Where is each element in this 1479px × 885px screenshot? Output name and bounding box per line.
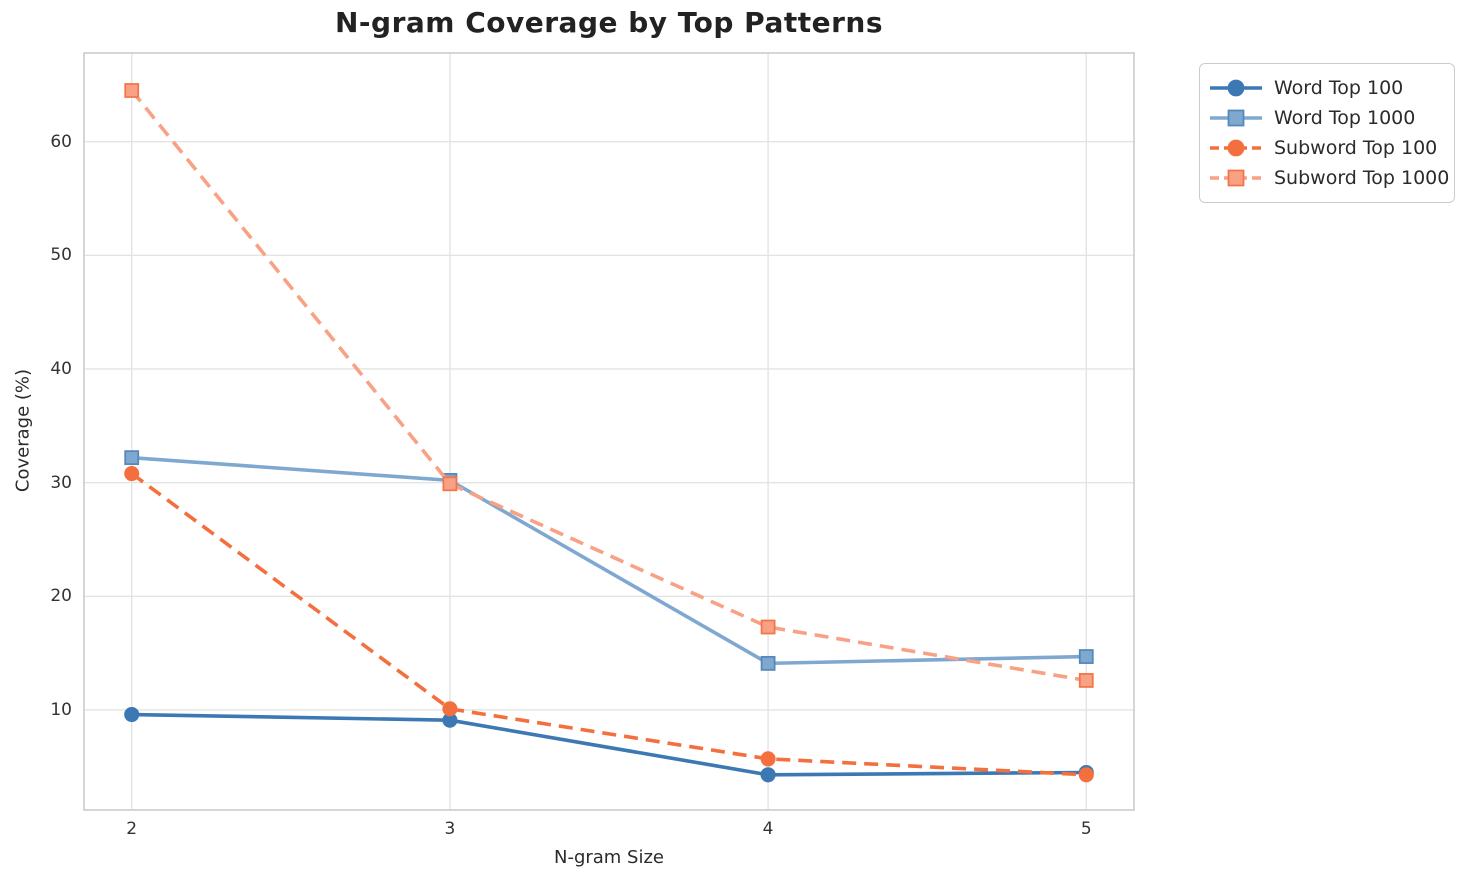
x-tick-label: 3 bbox=[444, 819, 456, 839]
legend-item: Subword Top 1000 bbox=[1208, 163, 1449, 193]
data-point-marker bbox=[442, 701, 458, 717]
data-point-marker bbox=[124, 83, 140, 98]
data-point-marker bbox=[760, 655, 776, 671]
y-axis-label: Coverage (%) bbox=[12, 368, 34, 493]
x-tick-label: 2 bbox=[126, 819, 138, 839]
legend-item-label: Word Top 100 bbox=[1274, 77, 1404, 99]
y-tick-label: 30 bbox=[50, 472, 72, 493]
x-tick-label: 5 bbox=[1080, 819, 1092, 839]
square-marker-icon bbox=[1227, 109, 1245, 127]
chart-title: N-gram Coverage by Top Patterns bbox=[334, 6, 884, 39]
legend-line-sample bbox=[1210, 109, 1262, 127]
data-point-marker bbox=[442, 476, 458, 492]
y-tick-label: 60 bbox=[50, 131, 72, 152]
series-line-3 bbox=[130, 472, 1087, 777]
data-point-marker bbox=[124, 450, 140, 466]
data-point-marker bbox=[1078, 767, 1094, 783]
data-point-marker bbox=[1078, 649, 1094, 664]
series-line-1 bbox=[131, 712, 1087, 777]
legend-item: Subword Top 100 bbox=[1208, 133, 1442, 163]
data-point-marker bbox=[760, 619, 776, 635]
data-point-marker bbox=[1078, 673, 1094, 688]
series-line-4 bbox=[130, 89, 1087, 683]
data-point-marker bbox=[760, 751, 776, 767]
plot-frame bbox=[83, 52, 1135, 811]
y-tick-label: 10 bbox=[50, 699, 72, 720]
square-marker-icon bbox=[1227, 169, 1245, 187]
legend-line-sample bbox=[1210, 169, 1262, 187]
data-point-marker bbox=[124, 706, 140, 723]
legend-item-label: Subword Top 100 bbox=[1274, 137, 1438, 159]
y-tick-label: 40 bbox=[50, 358, 72, 379]
legend-line-sample bbox=[1210, 79, 1262, 97]
x-tick-label: 4 bbox=[762, 819, 774, 839]
series-line-2 bbox=[131, 455, 1087, 666]
circle-marker-icon bbox=[1227, 79, 1245, 97]
data-point-marker bbox=[124, 466, 140, 482]
legend-item-label: Word Top 1000 bbox=[1274, 107, 1416, 129]
data-point-marker bbox=[760, 767, 776, 783]
y-tick-label: 20 bbox=[50, 586, 72, 607]
x-axis-label: N-gram Size bbox=[553, 847, 665, 868]
circle-marker-icon bbox=[1227, 139, 1245, 157]
y-tick-label: 50 bbox=[50, 245, 72, 266]
legend-item-label: Subword Top 1000 bbox=[1274, 167, 1450, 189]
legend-item: Word Top 1000 bbox=[1208, 103, 1442, 133]
legend-item: Word Top 100 bbox=[1208, 73, 1442, 103]
legend-line-sample bbox=[1210, 139, 1262, 157]
legend: Word Top 100 Word Top 1000 Subword Top 100… bbox=[1199, 63, 1455, 203]
